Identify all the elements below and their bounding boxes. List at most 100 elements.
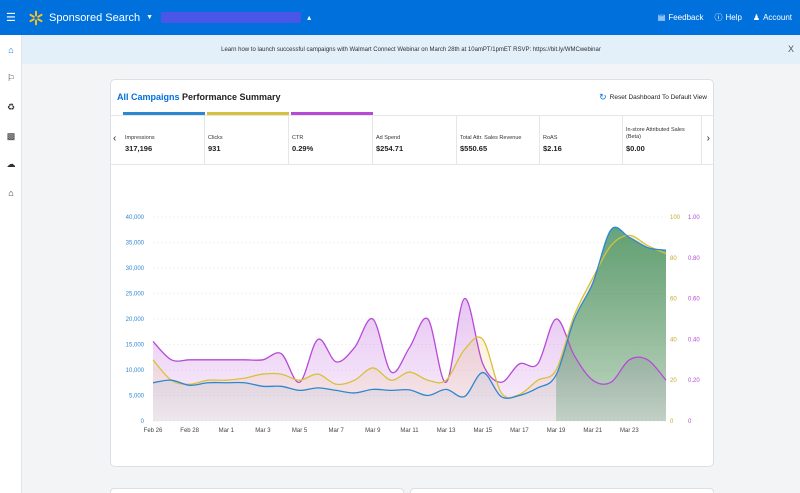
feedback-label: Feedback: [668, 13, 704, 22]
metric-value: 0.29%: [292, 144, 314, 153]
y-left-tick-label: 40,000: [126, 215, 145, 221]
feedback-icon: ▤: [657, 13, 666, 22]
help-label: Help: [725, 13, 742, 22]
metrics-next-arrow[interactable]: ›: [706, 133, 710, 144]
metric-value: $254.71: [376, 144, 404, 153]
metrics-strip: ‹ › Impressions 317,196 Clicks 931 CTR 0…: [111, 115, 713, 165]
card-title-rest: Performance Summary: [179, 92, 281, 102]
metric-ad-spend[interactable]: Ad Spend $254.71: [374, 116, 457, 165]
menu-icon[interactable]: ☰: [6, 12, 16, 24]
feedback-link[interactable]: ▤ Feedback: [658, 13, 704, 22]
help-link[interactable]: ⓘ Help: [714, 12, 741, 23]
metric-total-attr-sales[interactable]: Total Attr. Sales Revenue $550.65: [458, 116, 540, 165]
ctr-color-bar: [291, 112, 373, 115]
x-tick-label: Mar 21: [583, 428, 602, 434]
metric-value: 317,196: [125, 144, 153, 153]
x-tick-label: Feb 26: [144, 428, 163, 434]
campaign-scope-link[interactable]: All Campaigns: [117, 92, 180, 102]
x-tick-label: Mar 3: [255, 428, 271, 434]
metric-clicks[interactable]: Clicks 931: [206, 116, 289, 165]
x-tick-label: Mar 5: [292, 428, 308, 434]
walmart-spark-icon[interactable]: [28, 10, 44, 26]
app-switcher-label[interactable]: Sponsored Search: [49, 11, 141, 24]
ctr-line: [152, 297, 667, 385]
y-left-tick-label: 15,000: [126, 343, 145, 349]
x-tick-label: Mar 17: [510, 428, 529, 434]
metric-ctr[interactable]: CTR 0.29%: [290, 116, 373, 165]
account-link[interactable]: ♟ Account: [753, 13, 792, 22]
reset-dashboard-button[interactable]: ↻ Reset Dashboard To Default View: [599, 92, 707, 103]
y-left-tick-label: 5,000: [129, 394, 145, 400]
reports-icon[interactable]: ▩: [6, 131, 16, 141]
metric-value: $0.00: [626, 144, 645, 153]
y-left-tick-label: 0: [141, 419, 145, 425]
y-right-tick-label: 1.00: [688, 215, 700, 221]
metrics-prev-arrow[interactable]: ‹: [113, 133, 117, 144]
chevron-up-icon[interactable]: ▴: [307, 13, 312, 22]
metric-value: $550.65: [460, 144, 488, 153]
y-mid-tick-label: 0: [670, 419, 674, 425]
x-tick-label: Mar 13: [437, 428, 456, 434]
metric-label: CTR: [292, 135, 304, 141]
recycle-icon[interactable]: ♻: [6, 102, 16, 112]
overlap-area: [556, 227, 666, 421]
metric-impressions[interactable]: Impressions 317,196: [123, 116, 205, 165]
next-card-left: [110, 488, 404, 493]
home-icon[interactable]: ⌂: [8, 45, 14, 55]
y-right-tick-label: 0.80: [688, 256, 700, 262]
x-tick-label: Mar 7: [329, 428, 345, 434]
redacted-account-name: [161, 12, 302, 23]
refresh-icon: ↻: [599, 92, 607, 102]
metric-value: 931: [208, 144, 221, 153]
y-right-tick-label: 0.60: [688, 297, 700, 303]
left-nav-rail: ⌂ ⚐ ♻ ▩ ☁ ⌂: [0, 35, 22, 493]
metric-label: RoAS: [543, 135, 558, 141]
y-mid-tick-label: 20: [670, 378, 677, 384]
metric-label: Total Attr. Sales Revenue: [460, 135, 522, 141]
y-left-tick-label: 25,000: [126, 292, 145, 298]
y-right-tick-label: 0.40: [688, 337, 700, 343]
banner-text[interactable]: Learn how to launch successful campaigns…: [221, 46, 601, 53]
card-title: All Campaigns Performance Summary: [117, 92, 281, 102]
chevron-down-icon[interactable]: ▼: [146, 14, 154, 21]
x-tick-label: Mar 11: [400, 428, 419, 434]
y-mid-tick-label: 80: [670, 256, 677, 262]
performance-chart[interactable]: 0 5,000 10,000 15,000 20,000 25,000 30,000 35,0…: [111, 210, 713, 465]
metric-value: $2.16: [543, 144, 562, 153]
metric-label: Ad Spend: [376, 135, 401, 141]
metric-instore-sales[interactable]: In-store Attributed Sales (Beta) $0.00: [624, 116, 702, 165]
x-tick-label: Mar 9: [365, 428, 381, 434]
account-icon: ♟: [752, 13, 761, 22]
y-left-tick-label: 10,000: [126, 368, 145, 374]
metric-label: Impressions: [125, 135, 155, 141]
y-mid-tick-label: 60: [670, 297, 677, 303]
next-card-right: [410, 488, 714, 493]
clicks-line: [152, 234, 667, 399]
close-icon[interactable]: X: [787, 44, 794, 54]
x-tick-label: Mar 23: [620, 428, 639, 434]
metric-label: Clicks: [208, 135, 223, 141]
impressions-color-bar: [123, 112, 205, 115]
performance-summary-card: All Campaigns Performance Summary ↻ Rese…: [110, 79, 714, 467]
impressions-line: [152, 226, 667, 399]
announcement-banner: Learn how to launch successful campaigns…: [22, 35, 800, 64]
metric-label: In-store Attributed Sales (Beta): [626, 127, 685, 140]
y-right-tick-label: 0.20: [688, 378, 700, 384]
campaigns-icon[interactable]: ⚐: [6, 73, 16, 83]
x-tick-label: Mar 19: [547, 428, 566, 434]
y-left-tick-label: 20,000: [126, 317, 145, 323]
y-right-tick-label: 0: [688, 419, 692, 425]
y-mid-tick-label: 100: [670, 215, 681, 221]
top-links: ▤ Feedback ⓘ Help ♟ Account: [658, 0, 792, 35]
account-label: Account: [763, 13, 792, 22]
y-mid-tick-label: 40: [670, 337, 677, 343]
help-icon: ⓘ: [714, 13, 723, 22]
upload-icon[interactable]: ☁: [6, 159, 16, 169]
metric-roas[interactable]: RoAS $2.16: [541, 116, 623, 165]
store-icon[interactable]: ⌂: [8, 188, 14, 198]
top-bar: ☰ Sponsored Search ▼ ▴ ▤ Feedback ⓘ Help…: [0, 0, 800, 35]
x-tick-label: Mar 15: [473, 428, 492, 434]
reset-dashboard-label: Reset Dashboard To Default View: [609, 94, 707, 101]
x-tick-label: Feb 28: [180, 428, 199, 434]
clicks-color-bar: [207, 112, 289, 115]
